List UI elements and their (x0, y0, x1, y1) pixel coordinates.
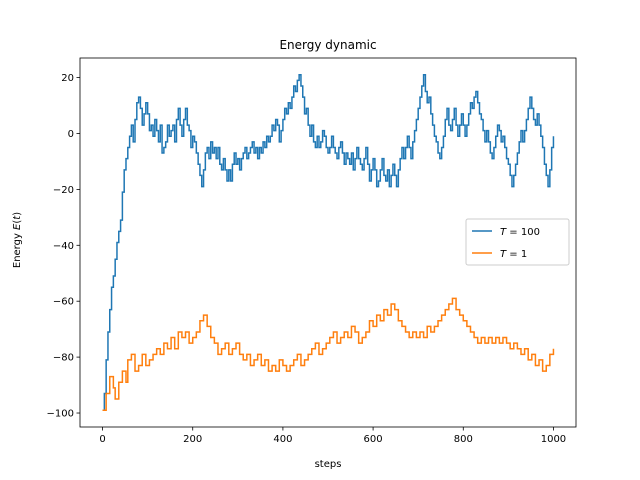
y-axis: −100 −80 −60 −40 −20 0 20 (47, 73, 80, 420)
legend-label-1: T = 1 (500, 249, 527, 260)
y-axis-label: Energy E(t) (12, 212, 23, 268)
y-tick-label: −20 (53, 185, 74, 196)
plot-area (102, 74, 555, 411)
series-line-0 (102, 74, 555, 411)
legend: T = 100 T = 1 (465, 218, 570, 266)
x-tick-label: 200 (183, 434, 202, 445)
x-tick-label: 600 (364, 434, 383, 445)
x-tick-label: 400 (273, 434, 292, 445)
y-tick-label: 0 (68, 129, 74, 140)
x-tick-label: 0 (99, 434, 105, 445)
series-line-1 (102, 297, 555, 411)
axes-frame (79, 57, 577, 428)
y-tick-label: −100 (47, 409, 74, 420)
x-tick-label: 1000 (541, 434, 566, 445)
x-axis-label: steps (315, 459, 342, 470)
y-tick-label: −60 (53, 297, 74, 308)
x-tick-label: 800 (454, 434, 473, 445)
y-tick-label: −80 (53, 353, 74, 364)
legend-label-0: T = 100 (500, 227, 540, 238)
x-axis: 0 200 400 600 800 1000 (99, 427, 566, 445)
chart-title: Energy dynamic (279, 38, 376, 52)
y-tick-label: 20 (61, 73, 74, 84)
y-tick-label: −40 (53, 241, 74, 252)
